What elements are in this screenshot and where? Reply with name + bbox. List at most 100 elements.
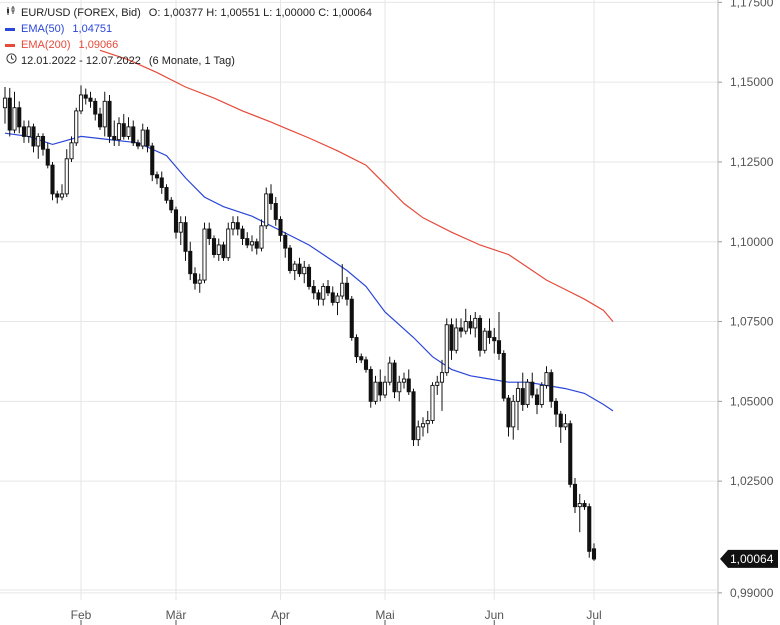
legend-row-ema200[interactable]: EMA(200) 1,09066 [5, 37, 372, 53]
candle-body [534, 394, 540, 405]
candle-body [283, 234, 288, 249]
candle-body [102, 100, 107, 128]
candle-body [259, 225, 264, 249]
candle-body [463, 321, 468, 332]
candle-body [496, 340, 502, 354]
candle-body [69, 142, 74, 160]
candle-body [78, 94, 84, 112]
y-tick-label: 1,12500 [730, 155, 774, 169]
candle-body [454, 327, 459, 351]
legend-row-ema50[interactable]: EMA(50) 1,04751 [5, 21, 372, 37]
candle-body [359, 356, 364, 361]
candle-body [121, 123, 126, 137]
candle-body [530, 381, 535, 396]
y-tick-label: 1,10000 [730, 235, 774, 249]
candle-body [83, 94, 88, 99]
candle-chart-icon[interactable] [5, 5, 17, 21]
candle-body [88, 97, 93, 102]
y-tick-label: 0,99000 [730, 586, 774, 600]
candle-body [107, 100, 112, 137]
x-tick-label: Apr [271, 608, 290, 622]
candle-body [268, 193, 274, 204]
candle-body [430, 384, 435, 421]
last-price-tag [720, 549, 778, 568]
candle-body [501, 353, 506, 399]
candle-body [397, 381, 402, 393]
x-tick-label: Jul [586, 608, 601, 622]
candle-body [378, 381, 383, 396]
candle-body [406, 378, 411, 393]
candle-body [425, 420, 430, 425]
ema50-label: EMA(50) [21, 23, 65, 35]
candle-body [306, 266, 312, 287]
candle-body [145, 129, 150, 147]
candle-body [525, 381, 530, 405]
candle-body [302, 266, 307, 275]
candle-body [245, 238, 250, 246]
dashed-line-icon [5, 43, 15, 47]
candle-body [93, 100, 98, 115]
candle-body [392, 362, 397, 393]
candle-body [45, 148, 50, 166]
candle-body [26, 126, 31, 137]
candle-body [97, 113, 103, 128]
candle-body [520, 388, 525, 405]
y-tick-label: 1,02500 [730, 474, 774, 488]
candle-body [325, 285, 331, 294]
ema50-value: 1,04751 [72, 23, 113, 35]
candle-body [549, 372, 554, 402]
candle-body [311, 285, 316, 294]
candle-body [444, 324, 449, 374]
candle-body [544, 372, 549, 386]
candle-body [150, 145, 155, 176]
candle-body [178, 222, 183, 233]
x-tick-label: Mai [375, 608, 394, 622]
candle-body [321, 285, 326, 300]
candle-body [382, 381, 388, 396]
candle-body [135, 142, 141, 147]
candle-body [563, 423, 568, 428]
candle-body [240, 228, 245, 240]
candle-body [582, 503, 587, 508]
candle-body [416, 426, 421, 441]
candles [2, 85, 597, 561]
candle-body [188, 250, 193, 275]
candle-body [340, 282, 345, 297]
candle-body [287, 247, 293, 271]
candle-body [55, 193, 60, 198]
candle-body [344, 282, 350, 300]
ohlc-values: O: 1,00377 H: 1,00551 L: 1,00000 C: 1,00… [148, 7, 373, 19]
candle-body [249, 241, 255, 246]
candle-body [159, 177, 164, 188]
candle-body [468, 321, 473, 329]
candle-body [64, 158, 69, 195]
symbol-label: EUR/USD (FOREX, Bid) [21, 7, 141, 19]
candle-body [12, 107, 17, 131]
chart-legend: EUR/USD (FOREX, Bid) O: 1,00377 H: 1,005… [5, 5, 372, 69]
candle-body [264, 193, 269, 227]
candle-body [21, 126, 27, 137]
x-tick-label: Mär [166, 608, 187, 622]
candle-body [17, 107, 22, 128]
candle-body [50, 164, 55, 195]
candle-body [230, 222, 236, 230]
ema200-series [99, 49, 614, 322]
candle-body [591, 548, 597, 560]
candle-body [273, 203, 278, 220]
y-tick-label: 1,15000 [730, 75, 774, 89]
legend-row-symbol: EUR/USD (FOREX, Bid) O: 1,00377 H: 1,005… [5, 5, 372, 21]
candle-body [31, 126, 36, 147]
candle-body [458, 327, 464, 332]
ema200-line [99, 49, 614, 322]
candle-body [216, 244, 221, 255]
clock-icon[interactable] [5, 53, 17, 69]
candle-body [36, 135, 41, 147]
ema200-label: EMA(200) [21, 39, 71, 51]
date-range: 12.01.2022 - 12.07.2022 [21, 55, 141, 67]
candle-body [330, 292, 335, 303]
grid-lines [0, 0, 718, 600]
candle-body [506, 397, 511, 428]
candle-body [420, 423, 426, 428]
